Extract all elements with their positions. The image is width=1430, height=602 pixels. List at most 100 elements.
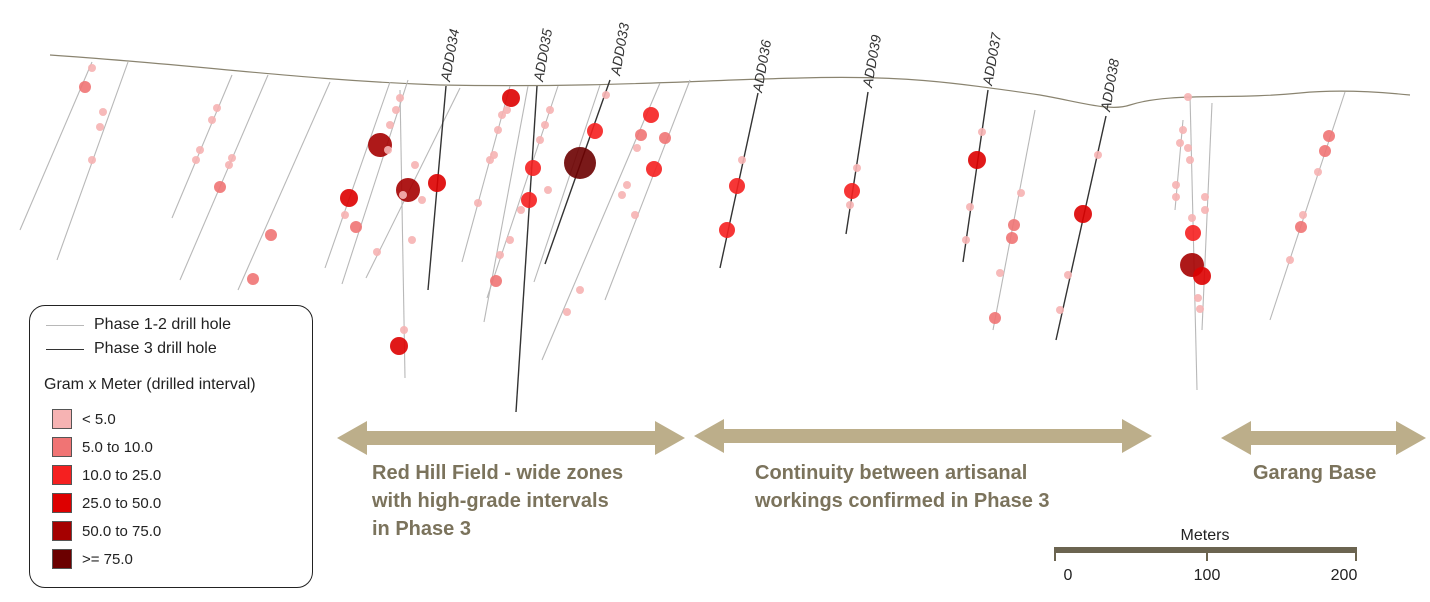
legend-class: 50.0 to 75.0 xyxy=(52,519,161,543)
class-label: 5.0 to 10.0 xyxy=(82,438,153,456)
scale-tick-label: 0 xyxy=(1064,567,1073,584)
zone-label-line: Red Hill Field - wide zones xyxy=(372,462,623,484)
class-label: >= 75.0 xyxy=(82,550,133,568)
assay-interval-marker xyxy=(844,183,860,199)
scale-bar: Meters 0 100 200 xyxy=(1054,527,1357,584)
assay-interval-marker xyxy=(1201,193,1209,201)
class-label: 25.0 to 50.0 xyxy=(82,494,162,512)
assay-interval-marker xyxy=(978,128,986,136)
assay-interval-marker xyxy=(1299,211,1307,219)
assay-interval-marker xyxy=(1186,156,1194,164)
legend-label: Phase 3 drill hole xyxy=(94,340,217,357)
assay-interval-marker xyxy=(228,154,236,162)
phase12-drill-hole xyxy=(179,74,269,281)
assay-interval-marker xyxy=(88,156,96,164)
assay-interval-marker xyxy=(646,161,662,177)
assay-interval-marker xyxy=(265,229,277,241)
assay-interval-marker xyxy=(1314,168,1322,176)
assay-interval-marker xyxy=(1193,267,1211,285)
phase12-drill-hole xyxy=(341,79,409,285)
legend-class: 25.0 to 50.0 xyxy=(52,491,161,515)
assay-interval-marker xyxy=(1172,193,1180,201)
assay-interval-marker xyxy=(1074,205,1092,223)
assay-interval-marker xyxy=(498,111,506,119)
assay-interval-marker xyxy=(635,129,647,141)
assay-interval-marker xyxy=(79,81,91,93)
legend-item-phase12: Phase 1-2 drill hole xyxy=(46,315,231,335)
assay-interval-marker xyxy=(392,106,400,114)
zone-label-line: Garang Base xyxy=(1253,462,1376,484)
assay-interval-marker xyxy=(729,178,745,194)
assay-interval-marker xyxy=(396,178,420,202)
topography-line xyxy=(49,54,1411,108)
scale-bar-rect xyxy=(1054,547,1357,553)
hole-label: ADD038 xyxy=(1097,57,1122,113)
zone-arrow-continuity xyxy=(694,419,1152,453)
assay-interval-marker xyxy=(623,181,631,189)
zone-label-line: in Phase 3 xyxy=(372,518,471,540)
assay-interval-marker xyxy=(1184,93,1192,101)
phase3-drill-hole xyxy=(845,91,869,235)
phase12-drill-hole xyxy=(324,81,391,269)
assay-interval-marker xyxy=(517,206,525,214)
assay-interval-marker xyxy=(1056,306,1064,314)
assay-interval-marker xyxy=(525,160,541,176)
assay-interval-marker xyxy=(1017,189,1025,197)
legend-title: Gram x Meter (drilled interval) xyxy=(44,376,256,393)
phase12-drill-hole xyxy=(1189,94,1198,391)
assay-interval-marker xyxy=(428,174,446,192)
assay-interval-marker xyxy=(521,192,537,208)
hole-labels: ADD034 ADD035 ADD033 ADD036 ADD039 ADD037 ADD0… xyxy=(437,21,1122,113)
assay-interval-marker xyxy=(962,236,970,244)
legend-class: >= 75.0 xyxy=(52,547,133,571)
legend-item-phase3: Phase 3 drill hole xyxy=(46,339,217,359)
assay-interval-marker xyxy=(1179,126,1187,134)
assay-interval-marker xyxy=(213,104,221,112)
assay-interval-marker xyxy=(1196,305,1204,313)
assay-interval-marker xyxy=(1176,139,1184,147)
class-label: 50.0 to 75.0 xyxy=(82,522,162,540)
assay-interval-marker xyxy=(1008,219,1020,231)
assay-interval-marker xyxy=(88,64,96,72)
class-swatch xyxy=(52,437,72,457)
zone-label-continuity: Continuity between artisanal workings co… xyxy=(754,462,1050,512)
phase3-drill-holes xyxy=(427,79,1107,413)
assay-interval-marker xyxy=(966,203,974,211)
zone-label-line: Continuity between artisanal xyxy=(755,462,1027,484)
assay-interval-marker xyxy=(659,132,671,144)
assay-interval-marker xyxy=(587,123,603,139)
assay-interval-marker xyxy=(968,151,986,169)
class-label: < 5.0 xyxy=(82,410,116,428)
phase12-drill-hole xyxy=(533,84,601,283)
assay-interval-marker xyxy=(340,189,358,207)
phase3-line-swatch xyxy=(46,348,84,350)
assay-interval-marker xyxy=(396,94,404,102)
assay-interval-marker xyxy=(247,273,259,285)
assay-interval-marker xyxy=(225,161,233,169)
assay-interval-marker xyxy=(474,199,482,207)
class-swatch xyxy=(52,549,72,569)
assay-interval-marker xyxy=(96,123,104,131)
zone-arrows xyxy=(337,419,1426,455)
legend-class: 10.0 to 25.0 xyxy=(52,463,161,487)
assay-interval-marker xyxy=(1286,256,1294,264)
hole-label: ADD039 xyxy=(859,33,884,89)
assay-interval-marker xyxy=(418,196,426,204)
assay-interval-marker xyxy=(196,146,204,154)
legend-class: < 5.0 xyxy=(52,407,116,431)
assay-interval-marker xyxy=(738,156,746,164)
assay-interval-marker xyxy=(563,308,571,316)
zone-label-garang: Garang Base xyxy=(1253,462,1376,484)
assay-interval-marker xyxy=(350,221,362,233)
class-swatch xyxy=(52,465,72,485)
class-swatch xyxy=(52,493,72,513)
class-label: 10.0 to 25.0 xyxy=(82,466,162,484)
assay-interval-marker xyxy=(400,326,408,334)
assay-interval-marker xyxy=(390,337,408,355)
assay-interval-marker xyxy=(1172,181,1180,189)
hole-label: ADD036 xyxy=(749,38,774,94)
hole-label: ADD034 xyxy=(437,27,462,83)
assay-interval-marker xyxy=(1184,144,1192,152)
zone-arrow-red-hill xyxy=(337,421,685,455)
